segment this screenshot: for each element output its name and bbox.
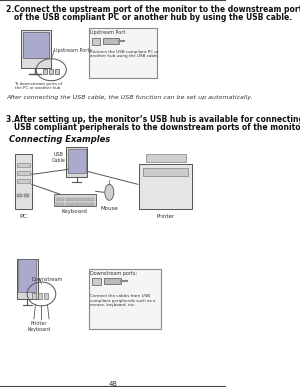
FancyBboxPatch shape [56,203,60,206]
FancyBboxPatch shape [92,278,101,285]
Text: 48: 48 [109,381,118,386]
Polygon shape [21,30,51,68]
Text: Printer: Printer [157,214,175,219]
FancyBboxPatch shape [16,259,38,299]
FancyBboxPatch shape [68,149,86,173]
Text: Upstream Ports: Upstream Ports [54,48,92,53]
Text: Connecting Examples: Connecting Examples [9,135,110,144]
FancyBboxPatch shape [24,194,29,197]
FancyBboxPatch shape [16,163,30,167]
FancyBboxPatch shape [43,69,47,74]
Text: USB compliant peripherals to the downstream ports of the monitor.: USB compliant peripherals to the downstr… [6,123,300,132]
FancyBboxPatch shape [15,154,32,209]
Text: Downstream: Downstream [32,277,63,282]
FancyBboxPatch shape [18,259,36,292]
Text: 3.After setting up, the monitor’s USB hub is available for connecting: 3.After setting up, the monitor’s USB hu… [6,114,300,124]
FancyBboxPatch shape [103,38,119,44]
FancyBboxPatch shape [143,168,188,177]
FancyBboxPatch shape [66,198,69,201]
FancyBboxPatch shape [61,203,64,206]
FancyBboxPatch shape [90,203,94,206]
Text: Upstream Port: Upstream Port [91,30,126,35]
FancyBboxPatch shape [140,165,192,209]
FancyBboxPatch shape [32,293,36,299]
FancyBboxPatch shape [80,198,84,201]
FancyBboxPatch shape [75,198,79,201]
Text: of the USB compliant PC or another hub by using the USB cable.: of the USB compliant PC or another hub b… [6,13,292,22]
FancyBboxPatch shape [54,194,96,206]
FancyBboxPatch shape [16,171,30,175]
FancyBboxPatch shape [55,69,59,74]
FancyBboxPatch shape [85,203,89,206]
Ellipse shape [105,184,114,200]
Text: Connect the USB compliant PC or
another hub using the USB cable.: Connect the USB compliant PC or another … [91,50,159,59]
Text: Connect the cables from USB
compliant peripherals such as a
mouse, keyboard, etc: Connect the cables from USB compliant pe… [91,294,156,307]
FancyBboxPatch shape [61,198,64,201]
FancyBboxPatch shape [90,198,94,201]
FancyBboxPatch shape [44,293,48,299]
FancyBboxPatch shape [66,147,88,177]
Text: After connecting the USB cable, the USB function can be set up automatically.: After connecting the USB cable, the USB … [6,95,253,100]
FancyBboxPatch shape [75,203,79,206]
FancyBboxPatch shape [70,198,74,201]
FancyBboxPatch shape [92,38,100,45]
Text: Keyboard: Keyboard [62,209,88,214]
FancyBboxPatch shape [146,154,186,163]
FancyBboxPatch shape [70,203,74,206]
Text: Downstream ports:: Downstream ports: [91,271,138,276]
Text: PC: PC [20,214,27,219]
FancyBboxPatch shape [66,203,69,206]
FancyBboxPatch shape [89,269,160,329]
FancyBboxPatch shape [104,278,121,284]
FancyBboxPatch shape [89,28,157,78]
Text: Mouse: Mouse [100,206,118,211]
Polygon shape [23,32,49,58]
Text: USB
Cable: USB Cable [52,152,66,163]
Text: 2.Connect the upstream port of the monitor to the downstream port: 2.Connect the upstream port of the monit… [6,5,300,14]
FancyBboxPatch shape [56,198,60,201]
FancyBboxPatch shape [38,293,42,299]
FancyBboxPatch shape [49,69,53,74]
FancyBboxPatch shape [85,198,89,201]
FancyBboxPatch shape [80,203,84,206]
Text: To downstream ports of
the PC or another hub: To downstream ports of the PC or another… [14,82,62,90]
FancyBboxPatch shape [16,179,30,184]
Text: Printer
Keyboard: Printer Keyboard [28,321,51,332]
FancyBboxPatch shape [16,194,22,197]
